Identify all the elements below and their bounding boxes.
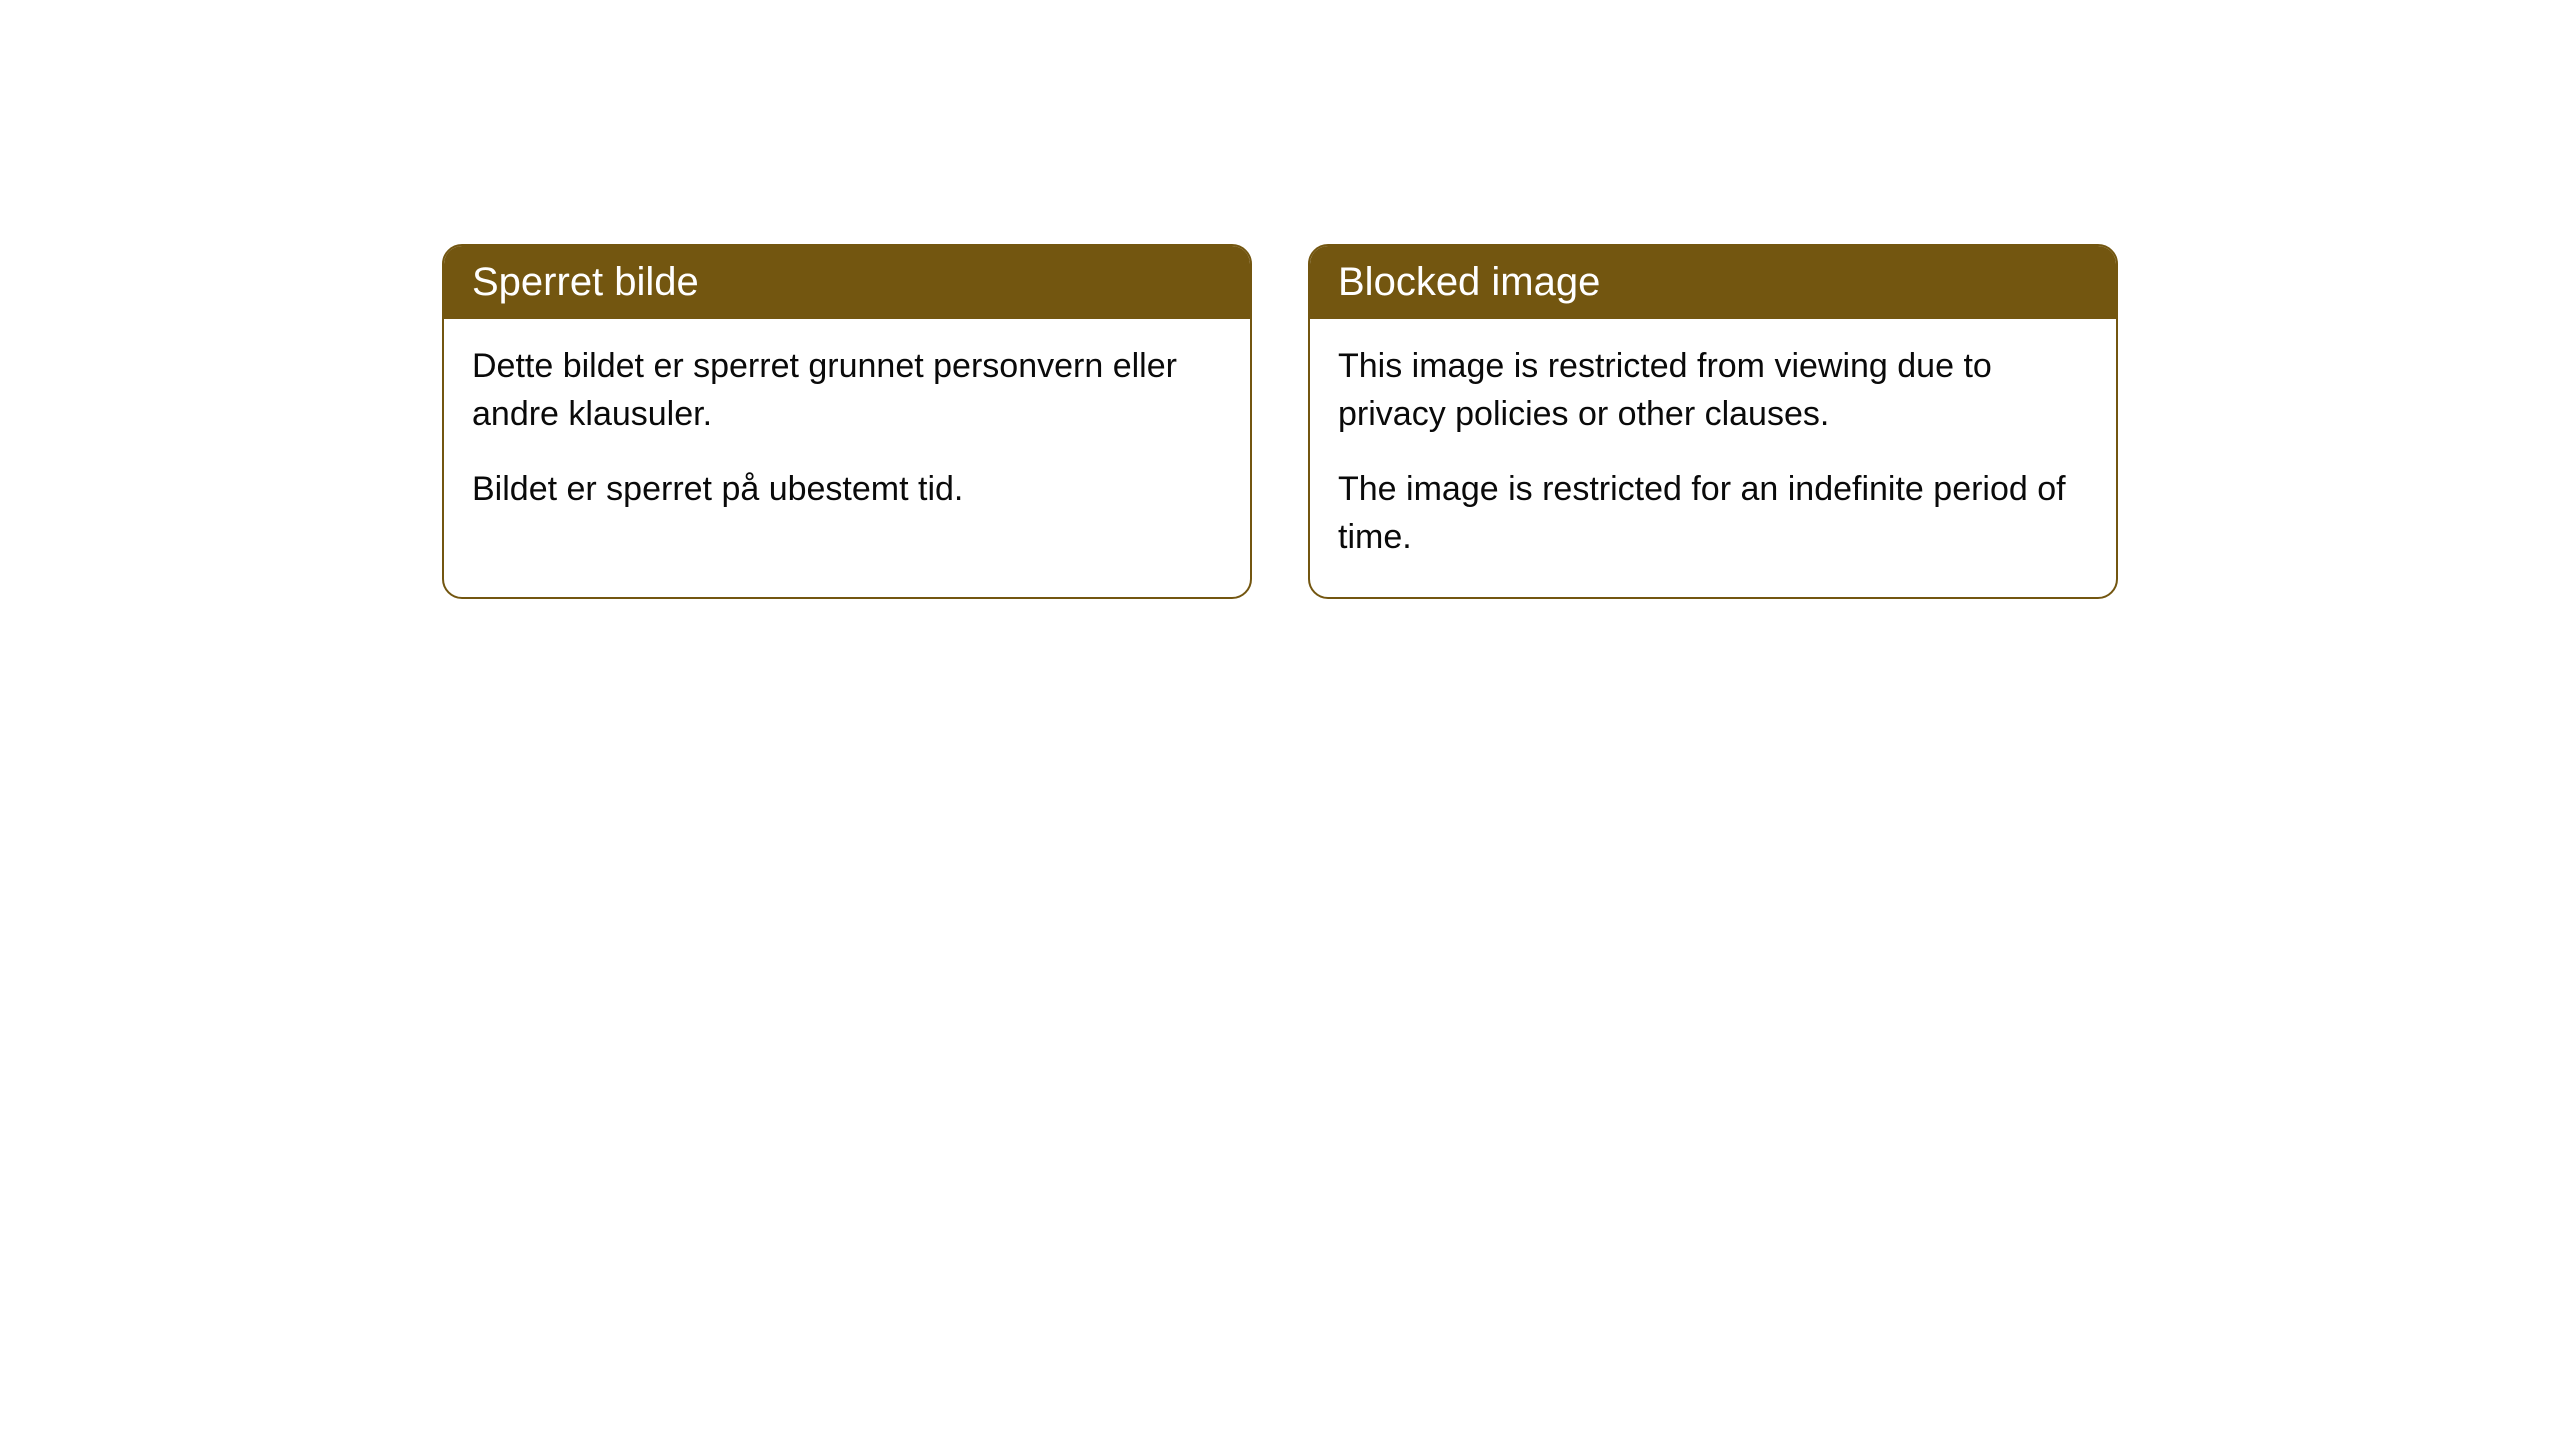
card-paragraph-2-english: The image is restricted for an indefinit… [1338, 466, 2088, 561]
card-paragraph-1-norwegian: Dette bildet er sperret grunnet personve… [472, 343, 1222, 438]
card-paragraph-1-english: This image is restricted from viewing du… [1338, 343, 2088, 438]
card-body-english: This image is restricted from viewing du… [1310, 319, 2116, 597]
notice-card-norwegian: Sperret bilde Dette bildet er sperret gr… [442, 244, 1252, 599]
card-header-norwegian: Sperret bilde [444, 246, 1250, 319]
card-paragraph-2-norwegian: Bildet er sperret på ubestemt tid. [472, 466, 1222, 514]
notice-container: Sperret bilde Dette bildet er sperret gr… [0, 0, 2560, 599]
notice-card-english: Blocked image This image is restricted f… [1308, 244, 2118, 599]
card-title-norwegian: Sperret bilde [472, 260, 699, 304]
card-title-english: Blocked image [1338, 260, 1600, 304]
card-header-english: Blocked image [1310, 246, 2116, 319]
card-body-norwegian: Dette bildet er sperret grunnet personve… [444, 319, 1250, 550]
